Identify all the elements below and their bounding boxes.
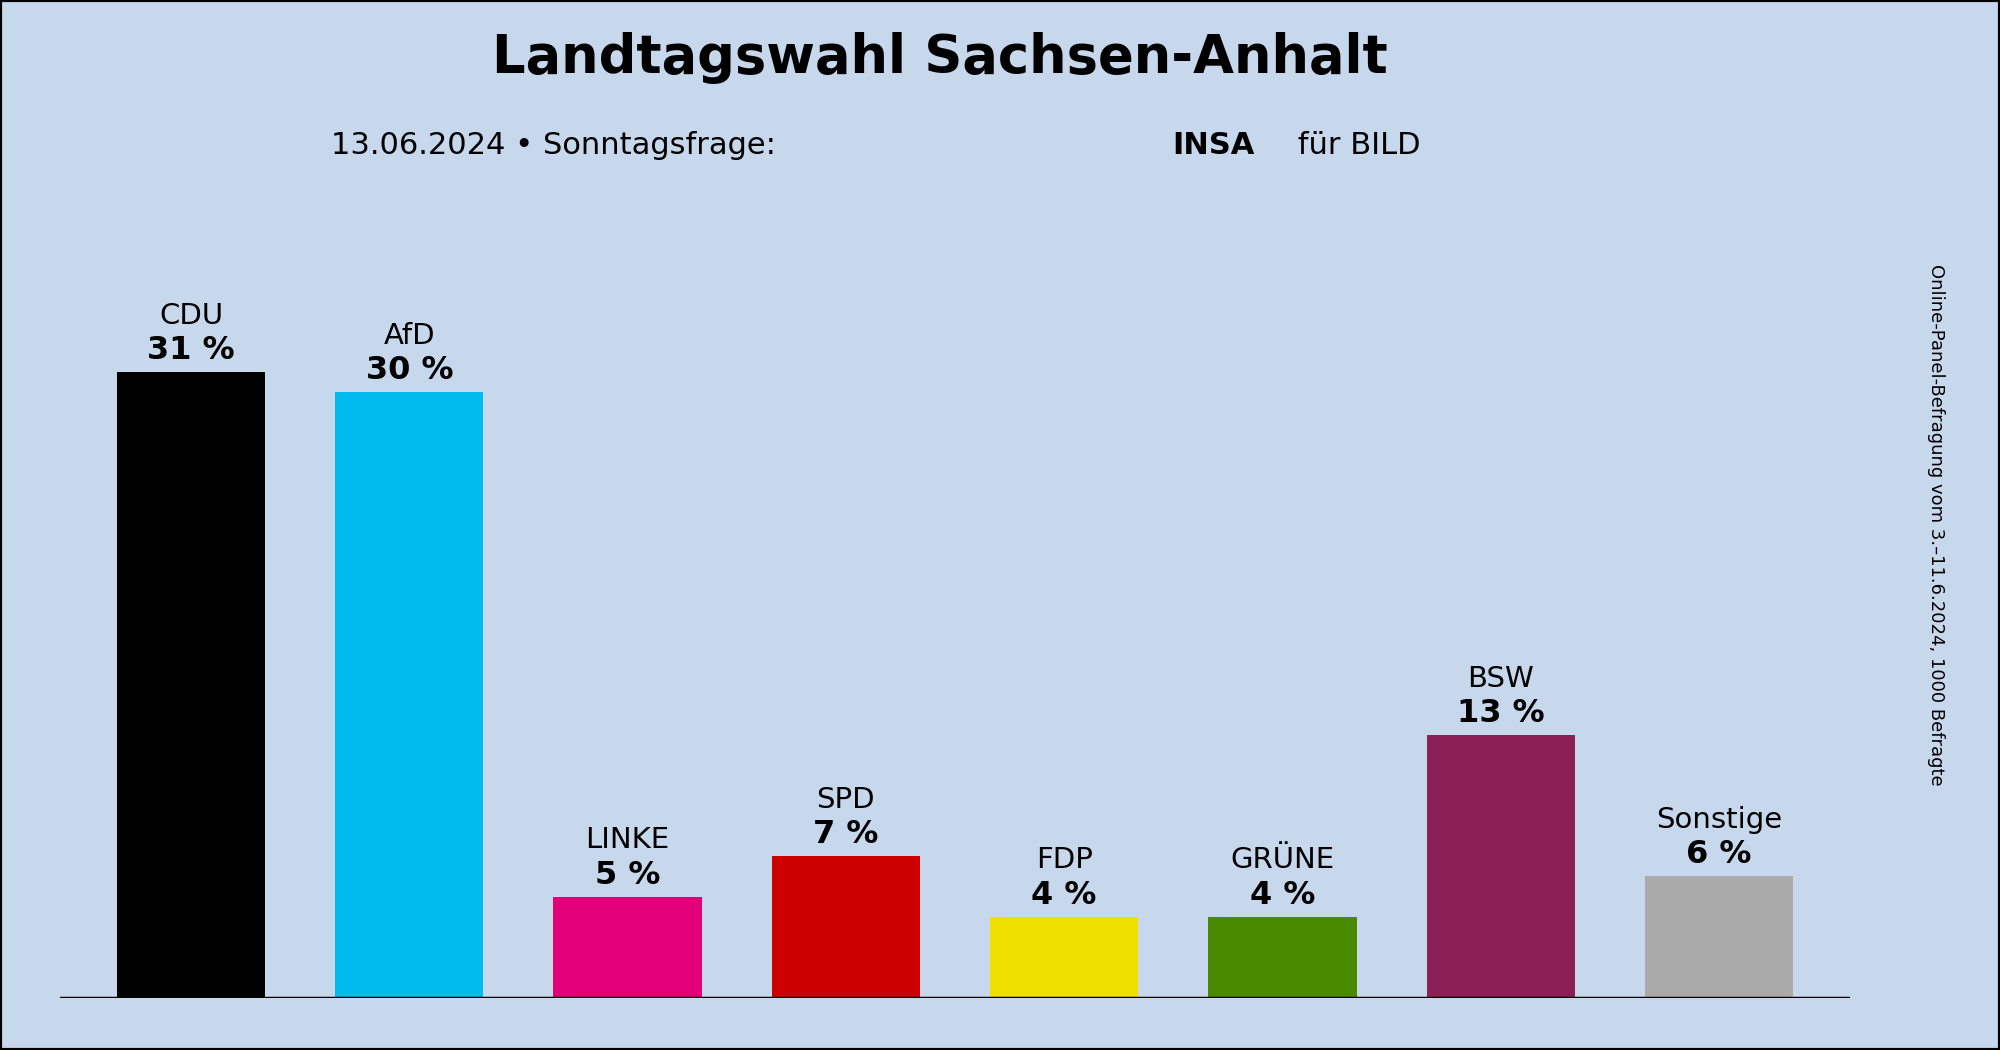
Text: 13 %: 13 % [1456,698,1544,729]
Text: 13.06.2024 • Sonntagsfrage:: 13.06.2024 • Sonntagsfrage: [330,131,796,161]
Text: GRÜNE: GRÜNE [1230,846,1334,875]
Text: Sonstige: Sonstige [1656,806,1782,834]
Text: BSW: BSW [1468,665,1534,693]
Bar [990,917,1138,997]
Bar [116,372,266,998]
Text: SPD: SPD [816,786,876,814]
Text: 5 %: 5 % [594,860,660,890]
Bar [554,897,702,997]
Bar [1644,877,1794,998]
Text: Online-Panel-Befragung vom 3.–11.6.2024, 1000 Befragte: Online-Panel-Befragung vom 3.–11.6.2024,… [1928,265,1944,785]
Text: für BILD: für BILD [1288,131,1420,161]
Bar [336,393,484,998]
Text: 31 %: 31 % [148,335,234,366]
Bar [772,857,920,998]
Text: 4 %: 4 % [1032,880,1096,910]
Text: AfD: AfD [384,322,436,350]
Bar [1426,735,1574,998]
Text: Landtagswahl Sachsen-Anhalt: Landtagswahl Sachsen-Anhalt [492,32,1388,84]
Bar [1208,917,1356,997]
Text: 4 %: 4 % [1250,880,1316,910]
Text: 6 %: 6 % [1686,839,1752,870]
Text: CDU: CDU [158,301,224,330]
Text: LINKE: LINKE [586,826,670,855]
Text: 7 %: 7 % [814,819,878,850]
Text: INSA: INSA [1172,131,1254,161]
Text: 30 %: 30 % [366,355,454,386]
Text: FDP: FDP [1036,846,1092,875]
